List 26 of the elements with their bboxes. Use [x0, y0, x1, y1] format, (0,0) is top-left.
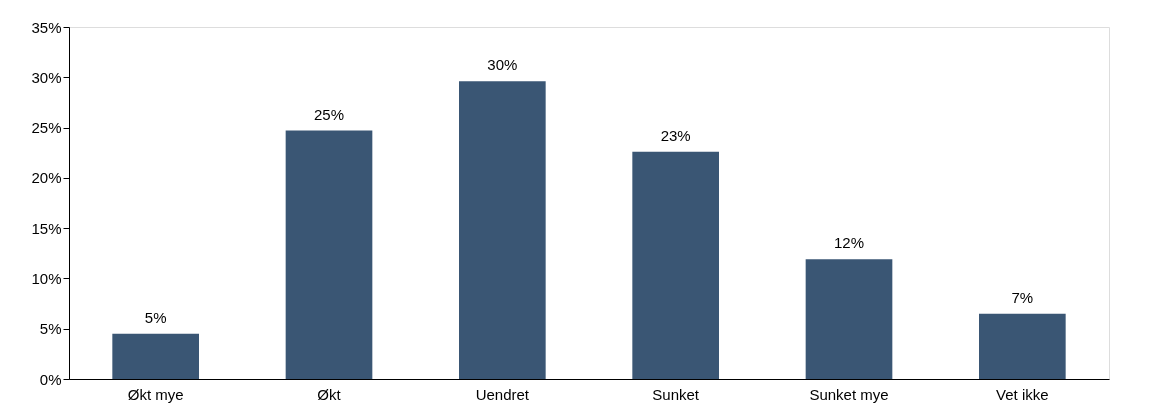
y-tick-label: 25% — [31, 119, 62, 137]
y-tick-label: 35% — [31, 18, 62, 36]
y-tick-label: 5% — [39, 320, 62, 338]
bar — [459, 81, 546, 379]
bar — [979, 313, 1066, 379]
y-tick-label: 30% — [31, 68, 62, 86]
bar — [285, 130, 373, 379]
y-tick-label: 15% — [31, 219, 62, 237]
data-label: 30% — [487, 56, 518, 74]
bar — [805, 259, 893, 379]
data-label: 5% — [144, 308, 167, 326]
x-tick-label: Sunket mye — [809, 385, 889, 403]
x-tick-label: Økt mye — [127, 385, 184, 403]
bar — [632, 151, 719, 379]
data-label: 7% — [1011, 288, 1034, 306]
data-label: 25% — [313, 105, 345, 123]
x-tick-label: Sunket — [652, 385, 700, 403]
data-label: 23% — [660, 126, 691, 144]
y-tick-label: 10% — [31, 269, 62, 287]
x-tick-label: Økt — [317, 385, 342, 403]
x-tick-label: Uendret — [475, 385, 530, 403]
y-tick-label: 0% — [39, 370, 62, 388]
x-tick-label: Vet ikke — [996, 385, 1049, 403]
y-tick-label: 20% — [31, 169, 62, 187]
data-label: 12% — [833, 234, 865, 252]
bar — [112, 333, 199, 379]
